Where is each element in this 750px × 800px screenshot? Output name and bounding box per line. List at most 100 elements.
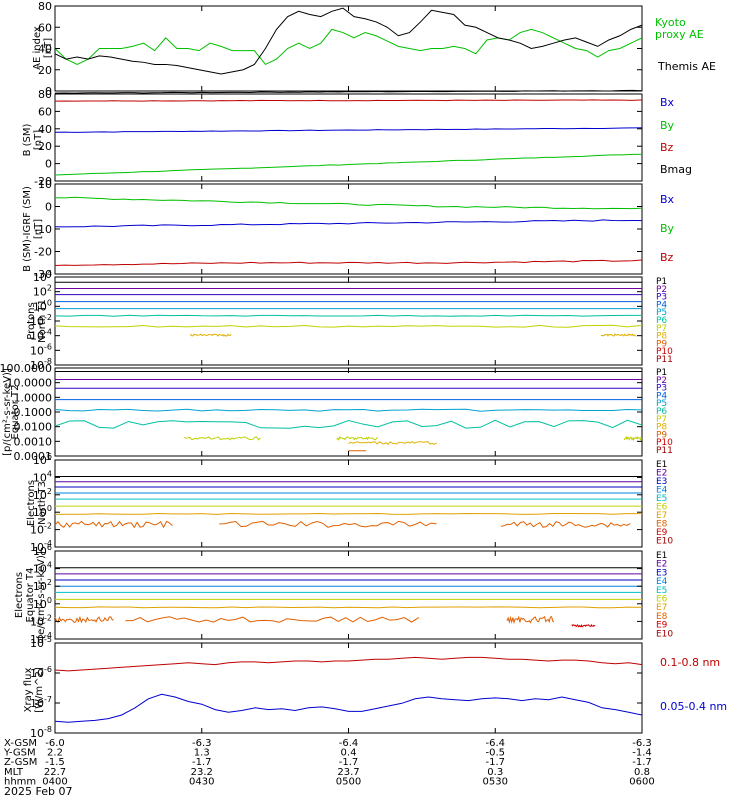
x-axis-row-label: hhmm [4,776,36,787]
field-line [54,127,643,133]
y-tick-label: 10-5 [30,635,52,650]
legend-kyoto-2: proxy AE [655,28,704,41]
panel-bsm: -20 0 20 40 60 80 B (SM) [nT] Bx By Bz Bmag [22,88,692,188]
legend-kyoto-1: Kyoto [655,16,686,29]
flux-line [219,520,437,528]
y-tick-label: 10-6 [30,342,52,357]
ae-line [54,7,643,75]
x-axis-value: -1.7 [485,757,505,768]
panel-ae-frame [54,5,643,92]
bigrf-y-ticks: -30 -20 -10 0 10 [34,178,643,281]
y-tick-label: -20 [34,246,52,259]
x-axis-value: 0530 [483,776,508,787]
panel-en-frame [54,459,643,548]
field-line [54,99,643,102]
flux-line [54,314,643,317]
panel-pe-frame [54,367,643,457]
channel-legend: E1 [656,460,667,470]
y-tick-label: 0 [45,201,52,214]
xray-long-line [54,656,643,672]
x-axis-value: -1.4 [632,748,652,759]
y-tick-label: -10 [34,223,52,236]
channel-legend: E9 [656,528,668,538]
channel-legend: P4 [656,391,667,401]
y-tick-label: 0.1000 [14,406,53,419]
channel-legend: P10 [656,347,673,357]
ae-y-ticks: 0 20 40 60 80 [38,0,643,98]
channel-legend: P11 [656,355,673,365]
y-tick-exponent: -6 [44,665,52,674]
en-ylabel-1: Electrons [26,480,37,526]
flux-line [506,615,555,625]
y-tick-label: 0.0010 [14,435,53,448]
panel-bsm-frame [54,93,643,182]
pn-ylabel-1: Protons [26,302,37,339]
xray-short-line [54,693,643,723]
bigrf-ylabel-1: B (SM)-IGRF (SM) [22,186,33,272]
x-axis-value: 0.4 [341,748,357,759]
en-series-group [54,476,643,529]
y-tick-label: 80 [38,0,52,13]
xray-ylabel-2: [W/m^2] [34,667,45,713]
ee-ylabel-2: Equator T4 [25,568,36,623]
channel-legend: E8 [656,520,668,530]
channel-legend: E5 [656,586,667,596]
panel-ae: 0 20 40 60 80 AE index [nT] Kyoto proxy AE T… [32,0,716,98]
x-axis-value: 0.3 [487,767,503,778]
y-tick-label: -20 [34,175,52,188]
y-tick-exponent: -2 [44,313,52,322]
en-ylabel-2: North T3 [37,481,48,525]
flux-line [54,512,643,515]
y-tick-exponent: -8 [44,357,52,366]
ee-ylabel-3: [e/(cm²-s-sr-keV)] [36,551,47,639]
flux-line [600,333,637,337]
legend-by: By [660,119,675,132]
pe-ylabel-2: [p/(cm²-s-sr-keV)] [2,368,13,456]
flux-line [623,435,643,442]
panel-bigrf: -30 -20 -10 0 10 B (SM)-IGRF (SM) [nT] Bx By… [22,178,675,281]
flux-line [54,324,643,328]
ae-series-group [54,7,643,75]
panel-xray: 10-810-710-610-5 Xray flux [W/m^2] 0.1-0… [23,635,727,740]
field-line [54,259,643,267]
field-line [54,196,643,210]
y-tick-label: 20 [38,64,52,77]
y-tick-label: 60 [38,21,52,34]
y-tick-label: 10.0000 [7,377,53,390]
channel-legend: E5 [656,494,667,504]
channel-legend: P9 [656,339,667,349]
channel-legend: E10 [656,537,673,547]
y-tick-exponent: -4 [44,539,52,548]
pn-ylabel-2: North T1 [37,299,48,343]
y-tick-exponent: -2 [44,522,52,531]
x-axis-value: -6.3 [192,738,212,749]
channel-legend: E6 [656,503,668,513]
ae-line [54,28,643,66]
flux-line [336,435,379,441]
legend-bz: Bz [660,141,674,154]
y-tick-label: 40 [38,43,52,56]
x-axis-value: 2.2 [47,748,63,759]
x-axis-row-label: Y-GSM [3,748,36,759]
flux-line [54,419,643,429]
y-tick-label: 102 [33,284,52,299]
y-tick-label: 1.0000 [14,391,53,404]
y-tick-label: 0 [45,85,52,98]
panel-xray-frame [54,642,643,734]
x-axis-value: -1.5 [45,757,65,768]
ae-ylabel-1: AE index [32,26,43,70]
flux-line [54,615,114,624]
y-tick-exponent: 2 [47,578,52,587]
y-tick-exponent: -6 [44,342,52,351]
x-axis-value: -0.5 [485,748,505,759]
channel-legend: E10 [656,629,673,639]
channel-legend: E4 [656,486,668,496]
x-axis-value: 0600 [629,776,654,787]
y-tick-label: 100.0000 [0,362,52,375]
